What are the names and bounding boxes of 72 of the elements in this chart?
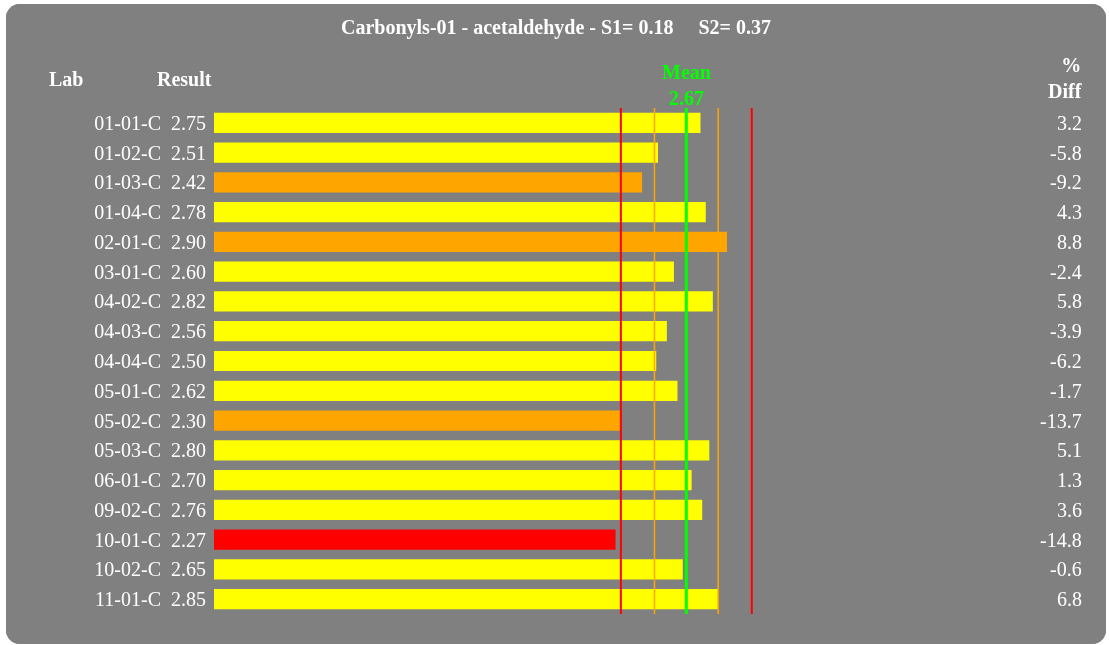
bar [214, 559, 683, 580]
data-label: 2.56 [171, 320, 206, 342]
ref-line-label: Mean 2.67 [662, 61, 711, 109]
y-tick-label: 05-01-C [94, 379, 161, 402]
text: -3.9 [1050, 320, 1082, 342]
y-axis-title: Lab [49, 68, 84, 90]
data-label: 2.50 [171, 350, 206, 372]
data-label: 2.78 [171, 201, 206, 223]
text: 3.2 [1057, 112, 1082, 134]
bar [214, 112, 701, 133]
text: 8.8 [1057, 231, 1082, 253]
data-label: 2.65 [171, 558, 206, 580]
bar [214, 440, 710, 461]
bar [214, 410, 621, 431]
bar [214, 291, 713, 312]
text: -1.7 [1050, 380, 1082, 402]
y-tick-label: 03-01-C [94, 260, 161, 283]
bar [214, 499, 703, 520]
y-tick-label: 01-01-C [94, 111, 161, 134]
bar [214, 350, 657, 372]
data-label: 2.82 [171, 290, 206, 312]
y-tick-label: 02-01-C [94, 230, 161, 253]
bar [214, 202, 706, 223]
bar [214, 529, 616, 550]
text: 5.8 [1057, 290, 1082, 312]
text: -0.6 [1050, 558, 1082, 580]
y-tick-label: 06-01-C [94, 469, 161, 492]
data-label: 2.90 [171, 231, 206, 253]
y-tick-label: 01-02-C [94, 141, 161, 164]
y-tick-label: 05-02-C [94, 409, 161, 432]
data-label: 2.27 [171, 529, 206, 551]
bar [214, 142, 659, 163]
text: -6.2 [1050, 350, 1082, 372]
data-label: 2.75 [171, 112, 206, 134]
data-label: 2.76 [171, 499, 206, 521]
bar [214, 321, 667, 342]
y-tick-label: 10-02-C [94, 558, 161, 581]
y-tick-label: 11-01-C [95, 588, 161, 611]
data-label: 2.42 [171, 171, 206, 193]
data-label: 2.80 [171, 439, 206, 461]
y-tick-label: 04-02-C [94, 290, 161, 313]
text: 4.3 [1057, 201, 1082, 223]
data-label: 2.85 [171, 588, 206, 610]
bar [214, 589, 719, 610]
text: -14.8 [1040, 529, 1082, 551]
x-axis-title: Result [157, 68, 212, 90]
y-tick-label: 05-03-C [94, 439, 161, 462]
y-tick-label: 01-03-C [94, 171, 161, 194]
text: -9.2 [1050, 171, 1082, 193]
data-label: 2.30 [171, 410, 206, 432]
y-tick-label: 10-01-C [94, 528, 161, 551]
bar [214, 261, 674, 282]
chart-title: Carbonyls-01 - acetaldehyde - S1= 0.18 S2= 0.37 [340, 16, 772, 39]
text: % Diff [1048, 54, 1082, 102]
y-tick-label: 04-04-C [94, 350, 161, 372]
y-tick-label: 04-03-C [94, 320, 161, 343]
text: -2.4 [1050, 261, 1082, 283]
data-label: 2.51 [171, 142, 206, 164]
text: 3.6 [1057, 499, 1082, 521]
bar [214, 380, 678, 401]
text: 6.8 [1057, 588, 1082, 610]
y-tick-label: 01-04-C [94, 201, 161, 224]
text: -13.7 [1040, 410, 1082, 432]
text: 5.1 [1057, 439, 1082, 461]
text: -5.8 [1050, 142, 1082, 164]
data-label: 2.70 [171, 469, 206, 491]
bar [214, 469, 692, 491]
text: 1.3 [1057, 469, 1082, 491]
y-tick-label: 09-02-C [94, 498, 161, 521]
bar [214, 172, 643, 193]
data-label: 2.60 [171, 261, 206, 283]
data-label: 2.62 [171, 380, 206, 402]
